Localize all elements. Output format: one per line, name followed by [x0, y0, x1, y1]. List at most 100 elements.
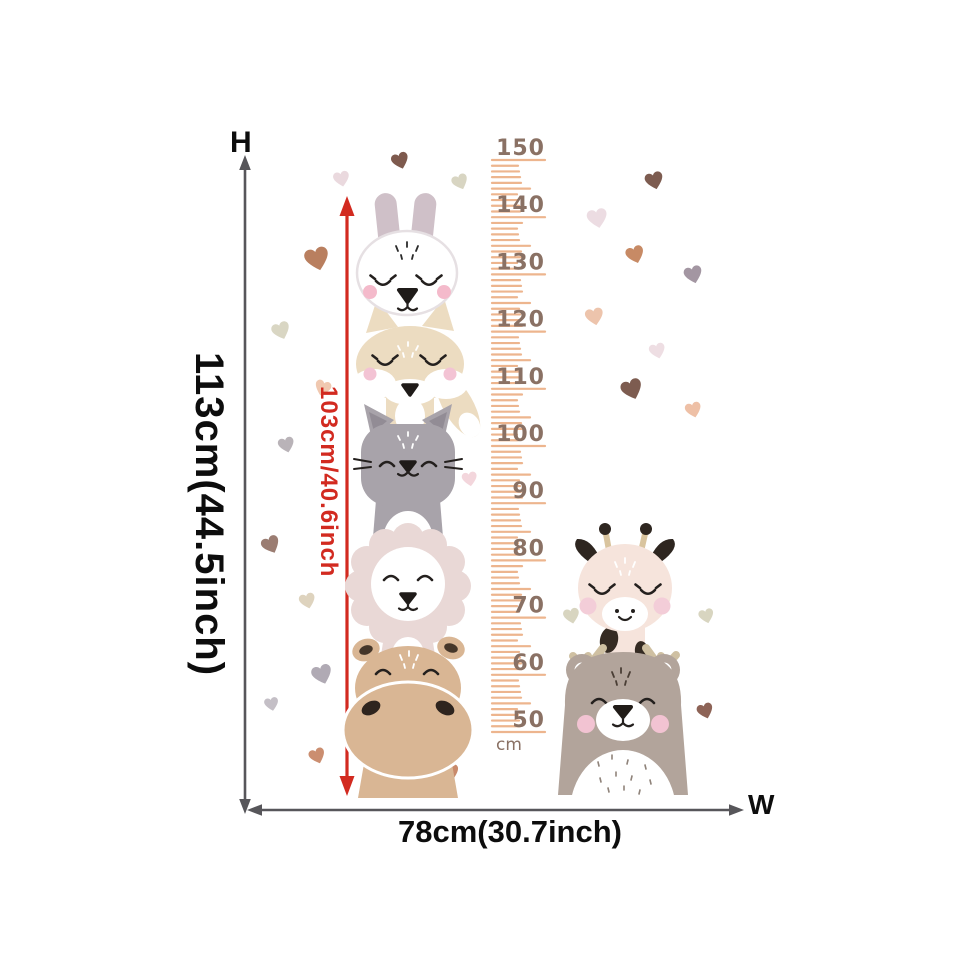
- ruler-number: 70: [512, 594, 545, 619]
- giraffe-ossicone-knob-right: [640, 523, 652, 535]
- bear-cheek-left: [577, 715, 595, 733]
- cat-eyes: [378, 460, 438, 468]
- rabbit-nose: [397, 288, 418, 304]
- heart-icon: [264, 697, 278, 711]
- heart-icon: [304, 246, 328, 271]
- giraffe-forehead-speckles: [614, 557, 636, 576]
- ruler-number: 110: [496, 365, 545, 390]
- total-height-dimension: 113cm(44.5inch): [187, 352, 231, 677]
- bear-belly-speckles: [597, 754, 652, 795]
- ruler-number: 50: [512, 708, 545, 733]
- rabbit-illustration: [355, 193, 459, 317]
- heart-icon: [277, 436, 294, 453]
- fox-ear-left: [366, 299, 398, 333]
- lion-eyes: [382, 574, 434, 582]
- lion-mouth: [397, 602, 419, 612]
- fox-cheek-left: [363, 367, 377, 381]
- heart-icon: [298, 592, 315, 609]
- cat-forehead-speckles: [397, 431, 419, 449]
- bear-illustration: [558, 644, 688, 795]
- bear-mouth: [611, 716, 635, 728]
- hippo-muzzle: [341, 680, 475, 780]
- ruler-unit-label: cm: [496, 735, 522, 755]
- fox-nose: [401, 383, 419, 397]
- sticker-arrow-head-top: [339, 196, 355, 216]
- ruler-number: 100: [496, 422, 545, 447]
- ruler-number: 90: [512, 479, 545, 504]
- ruler-number: 60: [512, 651, 545, 676]
- height-dimension-arrow: [239, 155, 251, 814]
- fox-forehead-speckles: [397, 341, 419, 358]
- cat-nose: [399, 460, 417, 473]
- hippo-nostril-left: [361, 700, 381, 716]
- rabbit-mouth: [396, 301, 419, 312]
- rabbit-head: [355, 229, 459, 317]
- fox-eyes: [371, 354, 447, 367]
- giraffe-eyes: [588, 583, 662, 596]
- rabbit-forehead-speckles: [395, 241, 419, 260]
- cat-ear-inner-left: [369, 412, 387, 432]
- heart-icon: [698, 608, 714, 624]
- heart-icon: [620, 378, 641, 399]
- bear-eyes: [590, 697, 656, 705]
- height-arrow-head-top: [239, 155, 251, 170]
- ruler-number: 130: [496, 250, 545, 275]
- bear-cheek-right: [651, 715, 669, 733]
- total-width-dimension: 78cm(30.7inch): [398, 814, 622, 849]
- height-arrow-head-bottom: [239, 799, 251, 814]
- heart-icon: [586, 208, 607, 228]
- giraffe-nostril-right: [631, 609, 635, 613]
- giraffe-cheek-left: [579, 597, 597, 615]
- heart-icon: [311, 663, 331, 684]
- giraffe-cheek-right: [653, 597, 671, 615]
- heart-icon: [696, 702, 713, 719]
- heart-icon: [683, 265, 702, 284]
- rabbit-cheek-right: [437, 285, 451, 299]
- giraffe-muzzle: [602, 597, 648, 631]
- heart-icon: [308, 747, 324, 764]
- hippo-nostril-right: [435, 700, 455, 716]
- heart-icon: [390, 151, 408, 169]
- hippo-illustration: [341, 636, 475, 798]
- rabbit-cheek-left: [363, 285, 377, 299]
- cat-ear-inner-right: [429, 412, 447, 432]
- heart-icon: [271, 321, 289, 339]
- cat-mouth: [396, 470, 420, 477]
- fox-cheek-right: [443, 367, 457, 381]
- hippo-ear-inner-right: [444, 643, 458, 653]
- giraffe-smile: [617, 615, 633, 622]
- ruler-number: 120: [496, 308, 545, 333]
- fox-ear-right: [422, 298, 454, 331]
- heart-icon: [260, 535, 279, 553]
- bear-belly: [572, 750, 674, 795]
- heart-icon: [644, 171, 663, 190]
- ruler-number: 140: [496, 193, 545, 218]
- rabbit-eyes: [369, 274, 443, 287]
- heart-icon: [333, 170, 349, 187]
- height-axis-label: H: [230, 126, 252, 159]
- giraffe-head: [578, 544, 672, 632]
- cat-whiskers: [353, 458, 463, 470]
- sticker-height-arrow: [339, 196, 355, 796]
- giraffe-nostril-left: [615, 609, 619, 613]
- width-arrow-head-right: [729, 804, 744, 816]
- heart-icon: [625, 245, 643, 263]
- growth-ruler: [490, 158, 547, 734]
- sticker-arrow-head-bottom: [339, 776, 355, 796]
- bear-belly-group: [572, 750, 674, 795]
- heart-icon: [684, 401, 701, 418]
- lion-face: [371, 547, 445, 621]
- heart-icon: [563, 607, 579, 624]
- hearts-decoration: [260, 151, 714, 780]
- width-arrow-head-left: [247, 804, 262, 816]
- hippo-forehead-speckles: [399, 650, 419, 669]
- heart-icon: [315, 379, 332, 396]
- heart-icon: [451, 173, 467, 190]
- heart-icon: [461, 471, 477, 487]
- heart-icon: [648, 342, 665, 359]
- giraffe-ossicone-knob-left: [599, 523, 611, 535]
- heart-icon: [584, 307, 603, 326]
- hippo-ear-inner-left: [359, 645, 373, 655]
